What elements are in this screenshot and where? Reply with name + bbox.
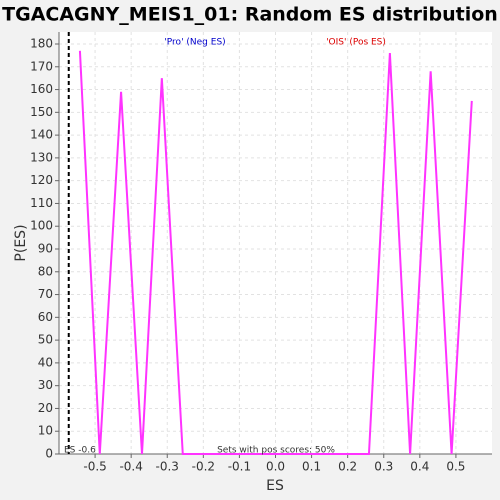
annotation: Sets with pos scores: 50% bbox=[217, 446, 335, 456]
y-tick-label: 0 bbox=[45, 447, 53, 461]
y-axis-label: P(ES) bbox=[13, 224, 29, 261]
y-tick-label: 10 bbox=[38, 424, 53, 438]
y-tick-label: 130 bbox=[30, 150, 53, 164]
y-tick-label: 60 bbox=[38, 310, 53, 324]
y-tick-label: 170 bbox=[30, 59, 53, 73]
x-tick-label: 0.3 bbox=[374, 460, 393, 474]
y-tick-label: 30 bbox=[38, 378, 53, 392]
es-line bbox=[78, 50, 473, 455]
y-tick-label: 70 bbox=[38, 287, 53, 301]
x-tick-label: -0.2 bbox=[192, 460, 215, 474]
x-tick-label: 0.4 bbox=[410, 460, 429, 474]
x-tick-label: -0.1 bbox=[228, 460, 251, 474]
y-tick-label: 80 bbox=[38, 264, 53, 278]
x-tick-label: 0.2 bbox=[338, 460, 357, 474]
x-tick-label: -0.5 bbox=[83, 460, 106, 474]
y-tick-label: 100 bbox=[30, 219, 53, 233]
x-tick-label: 0.0 bbox=[266, 460, 285, 474]
y-tick-label: 140 bbox=[30, 128, 53, 142]
y-tick-label: 50 bbox=[38, 333, 53, 347]
y-tick-label: 160 bbox=[30, 82, 53, 96]
es-marker-label: ES -0.6 bbox=[64, 446, 96, 456]
y-tick-label: 180 bbox=[30, 37, 53, 51]
x-tick-label: 0.5 bbox=[446, 460, 465, 474]
y-tick-label: 110 bbox=[30, 196, 53, 210]
y-tick-label: 20 bbox=[38, 401, 53, 415]
y-tick-label: 90 bbox=[38, 242, 53, 256]
pos-label: 'OIS' (Pos ES) bbox=[326, 38, 386, 48]
y-tick-label: 40 bbox=[38, 355, 53, 369]
chart-title: TGACAGNY_MEIS1_01: Random ES distributio… bbox=[2, 4, 498, 26]
neg-label: 'Pro' (Neg ES) bbox=[164, 38, 225, 48]
x-tick-label: -0.3 bbox=[156, 460, 179, 474]
x-tick-label: -0.4 bbox=[119, 460, 142, 474]
y-tick-label: 150 bbox=[30, 105, 53, 119]
x-axis-label: ES bbox=[266, 478, 284, 494]
y-tick-label: 120 bbox=[30, 173, 53, 187]
x-tick-label: 0.1 bbox=[302, 460, 321, 474]
